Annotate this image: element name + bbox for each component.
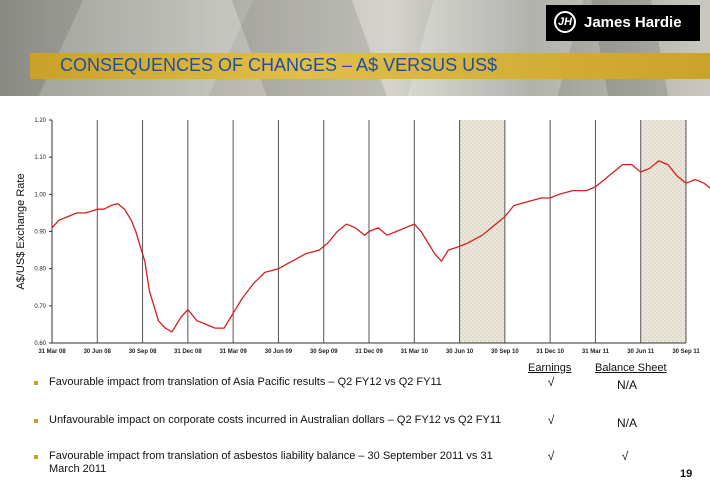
x-tick-label: 31 Mar 10 (401, 349, 429, 355)
impact-row-text: Unfavourable impact on corporate costs i… (49, 414, 502, 426)
x-tick-label: 30 Sep 10 (491, 349, 519, 355)
x-tick-label: 31 Dec 08 (174, 349, 202, 355)
x-tick-label: 30 Jun 11 (627, 349, 655, 355)
y-axis-label: A$/US$ Exchange Rate (15, 173, 27, 289)
earnings-column-header: Earnings (528, 362, 572, 374)
balance-sheet-column-header: Balance Sheet (595, 362, 667, 374)
x-tick-label: 31 Dec 09 (355, 349, 383, 355)
shaded-period (459, 120, 505, 343)
x-tick-label: 31 Mar 08 (38, 349, 66, 355)
y-tick-label: 0.60 (34, 341, 46, 347)
y-tick-label: 1.00 (34, 192, 46, 198)
logo-mark-icon: JH (554, 11, 576, 33)
earnings-mark: √ (547, 375, 555, 389)
y-tick-label: 0.70 (34, 304, 46, 310)
x-tick-label: 30 Jun 09 (265, 349, 293, 355)
impact-row-text: Favourable impact from translation of as… (49, 450, 493, 475)
earnings-mark: √ (547, 449, 555, 463)
page-number: 19 (680, 468, 693, 480)
earnings-mark: √ (547, 413, 555, 427)
bullet-icon (34, 455, 38, 459)
balance-mark: N/A (616, 416, 637, 430)
exchange-rate-chart: 0.60 0.70 0.80 0.90 1.00 1.10 1.20 31 Mar 08 30 … (15, 118, 710, 355)
y-tick-label: 1.20 (34, 118, 46, 124)
bullet-icon (34, 381, 38, 385)
x-tick-label: 31 Dec 10 (536, 349, 564, 355)
x-tick-label: 31 Mar 09 (219, 349, 247, 355)
y-tick-label: 0.90 (34, 230, 46, 236)
balance-mark: N/A (616, 378, 637, 392)
x-tick-label: 31 Mar 11 (582, 349, 610, 355)
x-tick-label: 30 Sep 11 (672, 349, 700, 355)
x-tick-label: 30 Jun 08 (84, 349, 112, 355)
x-tick-label: 30 Sep 08 (129, 349, 157, 355)
x-tick-label: 30 Jun 10 (446, 349, 474, 355)
y-tick-label: 1.10 (34, 155, 46, 161)
y-tick-label: 0.80 (34, 267, 46, 273)
exchange-rate-line (51, 160, 710, 333)
company-logo: JH James Hardie (546, 5, 700, 41)
x-tick-label: 30 Sep 09 (310, 349, 338, 355)
impact-row-text: Favourable impact from translation of As… (49, 376, 442, 388)
balance-mark: √ (621, 449, 629, 463)
page-title: CONSEQUENCES OF CHANGES – A$ VERSUS US$ (60, 55, 498, 75)
bullet-icon (34, 419, 38, 423)
shaded-period (640, 120, 686, 343)
title-bar (30, 53, 710, 79)
logo-text: James Hardie (584, 14, 682, 31)
